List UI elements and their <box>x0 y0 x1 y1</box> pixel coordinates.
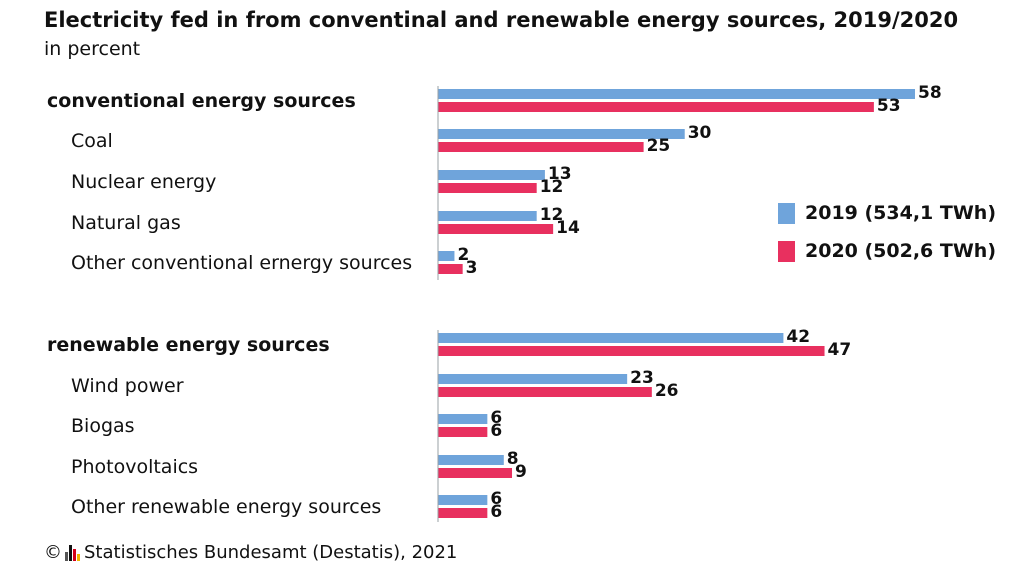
bar-2020 <box>438 427 488 437</box>
bar-2019 <box>438 129 685 139</box>
data-label: 23 <box>630 368 654 388</box>
category-label: renewable energy sources <box>47 334 330 356</box>
data-label: 47 <box>828 340 852 360</box>
data-label: 42 <box>786 327 810 347</box>
bar-2019 <box>438 374 628 384</box>
bar-2020 <box>438 264 463 274</box>
chart-title: Electricity fed in from conventinal and … <box>44 8 959 32</box>
data-label: 14 <box>556 218 580 238</box>
bar-2020 <box>438 224 554 234</box>
source-note: © Statistisches Bundesamt (Destatis), 20… <box>44 542 457 563</box>
bar-2020 <box>438 102 874 112</box>
legend-item-2020: 2020 (502,6 TWh) <box>778 240 996 262</box>
bar-2019 <box>438 495 488 505</box>
bar-2020 <box>438 508 488 518</box>
bar-2020 <box>438 387 652 397</box>
bar-2019 <box>438 89 915 99</box>
category-label: Coal <box>71 130 113 152</box>
data-label: 6 <box>490 408 502 428</box>
bar-2019 <box>438 455 504 465</box>
data-label: 26 <box>655 381 679 401</box>
data-label: 9 <box>515 462 527 482</box>
bar-2019 <box>438 414 488 424</box>
chart-subtitle: in percent <box>44 38 141 60</box>
legend-label-2020: 2020 (502,6 TWh) <box>805 240 997 262</box>
data-label: 8 <box>507 449 519 469</box>
data-label: 3 <box>466 258 478 278</box>
data-label: 30 <box>688 123 712 143</box>
category-label: Nuclear energy <box>71 171 216 193</box>
bar-2019 <box>438 251 455 261</box>
category-label: Other renewable energy sources <box>71 496 381 518</box>
category-label: Wind power <box>71 375 184 397</box>
bar-2020 <box>438 183 537 193</box>
source-text: Statistisches Bundesamt (Destatis), 2021 <box>84 542 458 563</box>
category-label: conventional energy sources <box>47 90 356 112</box>
data-label: 13 <box>548 164 572 184</box>
bar-2019 <box>438 211 537 221</box>
legend-item-2019: 2019 (534,1 TWh) <box>778 202 996 224</box>
bar-2020 <box>438 468 513 478</box>
category-label: Photovoltaics <box>71 456 198 478</box>
bar-2020 <box>438 142 644 152</box>
data-label: 6 <box>490 502 502 522</box>
data-label: 12 <box>540 177 564 197</box>
data-label: 25 <box>647 136 671 156</box>
category-label: Natural gas <box>71 212 181 234</box>
legend-swatch-2020 <box>778 240 795 262</box>
copyright-symbol: © <box>44 542 62 563</box>
bar-2020 <box>438 346 825 356</box>
category-label: Biogas <box>71 415 135 437</box>
data-label: 2 <box>457 245 469 265</box>
legend-swatch-2019 <box>778 202 795 224</box>
data-label: 12 <box>540 205 564 225</box>
legend-label-2019: 2019 (534,1 TWh) <box>805 202 997 224</box>
data-label: 6 <box>490 489 502 509</box>
bar-2019 <box>438 333 784 343</box>
data-label: 53 <box>877 96 901 116</box>
category-label: Other conventional ernergy sources <box>71 252 412 274</box>
bar-2019 <box>438 170 545 180</box>
destatis-logo-icon <box>65 544 81 561</box>
data-label: 6 <box>490 421 502 441</box>
data-label: 58 <box>918 83 942 103</box>
